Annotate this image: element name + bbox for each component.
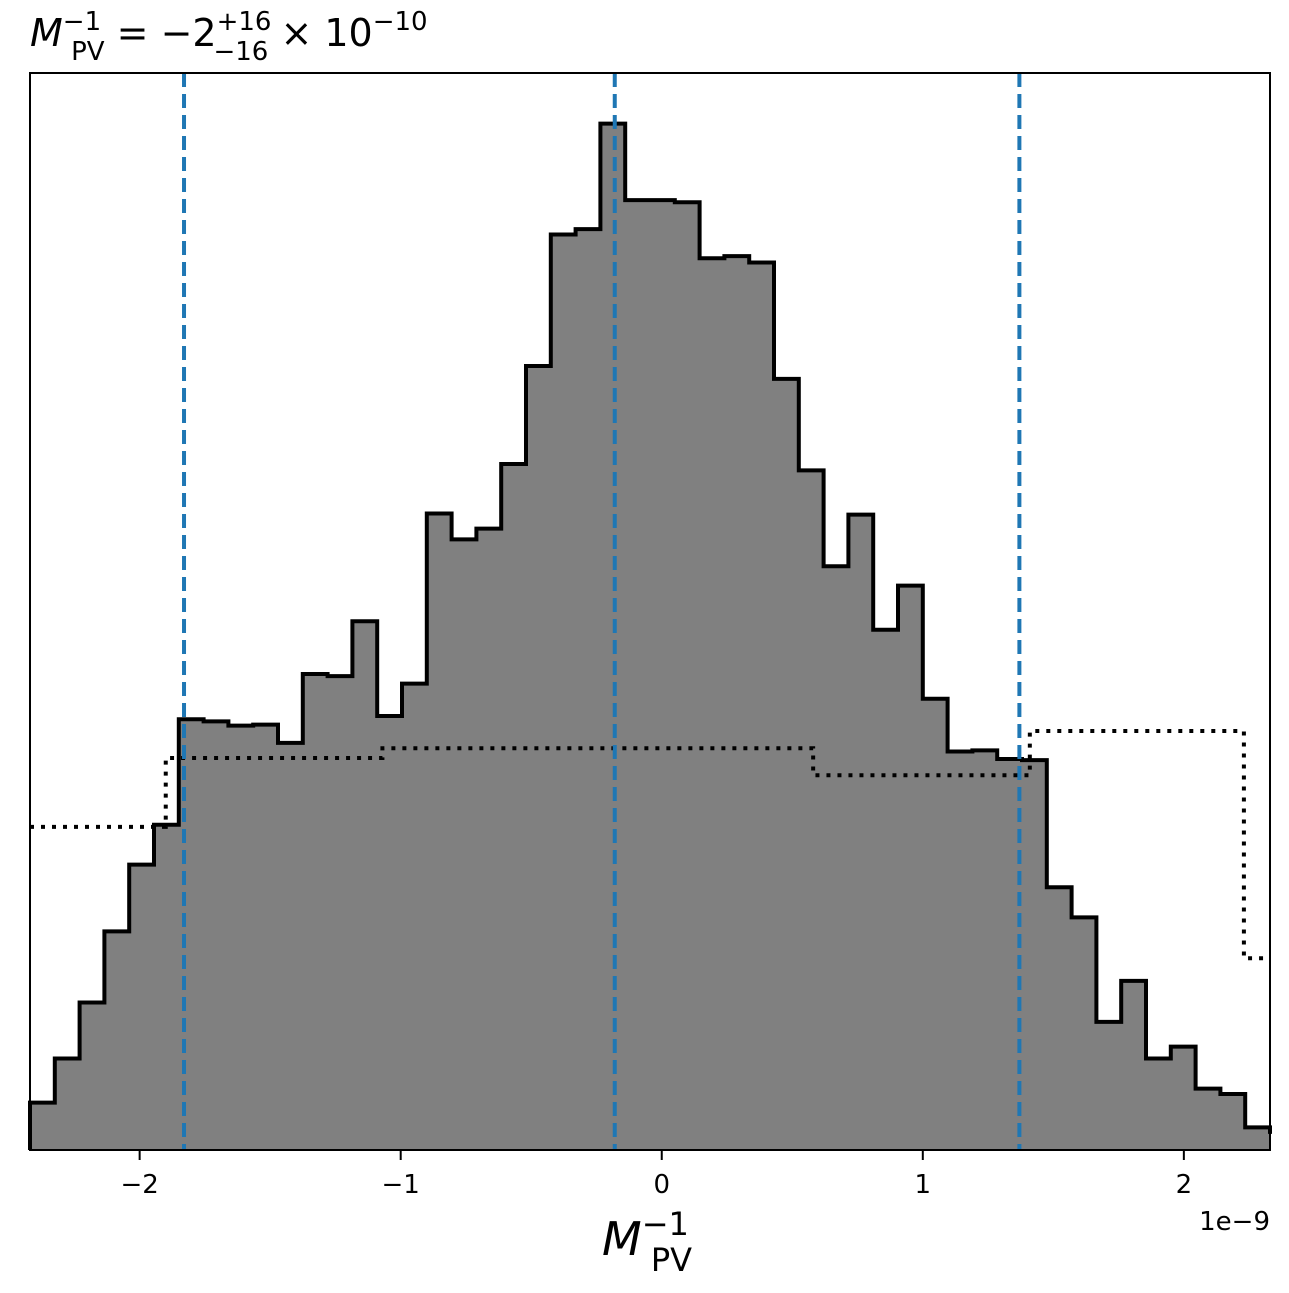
chart-title: M−1 PV = −2+16 −16 × 10−10 <box>30 7 428 67</box>
histogram-bar <box>1195 1088 1221 1150</box>
histogram-bar <box>154 824 180 1150</box>
x-tick-label: 1 <box>915 1170 932 1200</box>
histogram-bar <box>650 200 676 1150</box>
histogram-bar <box>550 234 577 1151</box>
histogram-bar <box>253 724 279 1150</box>
histogram-bar <box>972 750 998 1150</box>
histogram-bar <box>327 676 353 1150</box>
histogram-bar <box>54 1058 81 1150</box>
histogram-bar <box>575 229 601 1151</box>
histogram-bar <box>1046 887 1073 1150</box>
histogram-bar <box>377 715 403 1150</box>
histogram-bar <box>1071 917 1097 1150</box>
histogram-bar <box>104 931 130 1150</box>
histogram-bar <box>302 673 329 1150</box>
histogram-bar <box>526 365 552 1151</box>
x-tick-label: 2 <box>1176 1170 1193 1200</box>
histogram-outline <box>28 121 1272 1150</box>
histogram-bar <box>1220 1093 1246 1150</box>
plot-area <box>28 121 1272 1151</box>
histogram-bar <box>699 258 725 1150</box>
histogram-bar <box>1096 1021 1122 1150</box>
histogram-bar <box>625 200 651 1150</box>
x-axis-ticks: −2 −1 0 1 2 <box>120 1150 1192 1200</box>
quantile-lines <box>182 73 1022 1150</box>
x-tick-label: 0 <box>653 1170 670 1200</box>
histogram-bar <box>947 751 973 1150</box>
histogram-bar <box>501 463 527 1150</box>
x-tick-label: −2 <box>120 1170 158 1200</box>
histogram-bar <box>774 378 800 1150</box>
histogram-bar <box>228 725 254 1150</box>
histogram-bar <box>1022 760 1048 1150</box>
histogram-bar <box>749 262 775 1150</box>
histogram-bar <box>451 539 477 1150</box>
histogram-bar <box>873 629 899 1150</box>
x-offset-text: 1e−9 <box>1199 1207 1270 1237</box>
histogram-bar <box>1121 980 1147 1150</box>
histogram-bar <box>798 470 825 1151</box>
histogram-bar <box>848 514 874 1150</box>
histogram-bar <box>203 721 229 1150</box>
histogram-bar <box>1245 1127 1271 1150</box>
x-axis-label: M−1 PV <box>602 1205 692 1279</box>
histogram-bar <box>724 256 750 1151</box>
histogram-bar <box>922 698 949 1150</box>
histogram-bar <box>352 621 378 1150</box>
histogram-bar <box>79 1002 105 1150</box>
x-tick-label: −1 <box>382 1170 420 1200</box>
histogram-bar <box>30 1102 56 1150</box>
histogram-bar <box>278 742 304 1150</box>
histogram-bar <box>1170 1046 1197 1150</box>
histogram-bar <box>823 566 849 1150</box>
histogram-bar <box>402 683 428 1150</box>
histogram-bar <box>129 864 155 1150</box>
histogram-bar <box>600 123 626 1150</box>
axes-frame <box>29 72 1271 1151</box>
histogram-bar <box>898 585 924 1150</box>
histogram-bar <box>1146 1058 1172 1150</box>
histogram-bar <box>426 513 453 1150</box>
histogram-bar <box>674 202 701 1151</box>
histogram-bar <box>476 528 502 1150</box>
